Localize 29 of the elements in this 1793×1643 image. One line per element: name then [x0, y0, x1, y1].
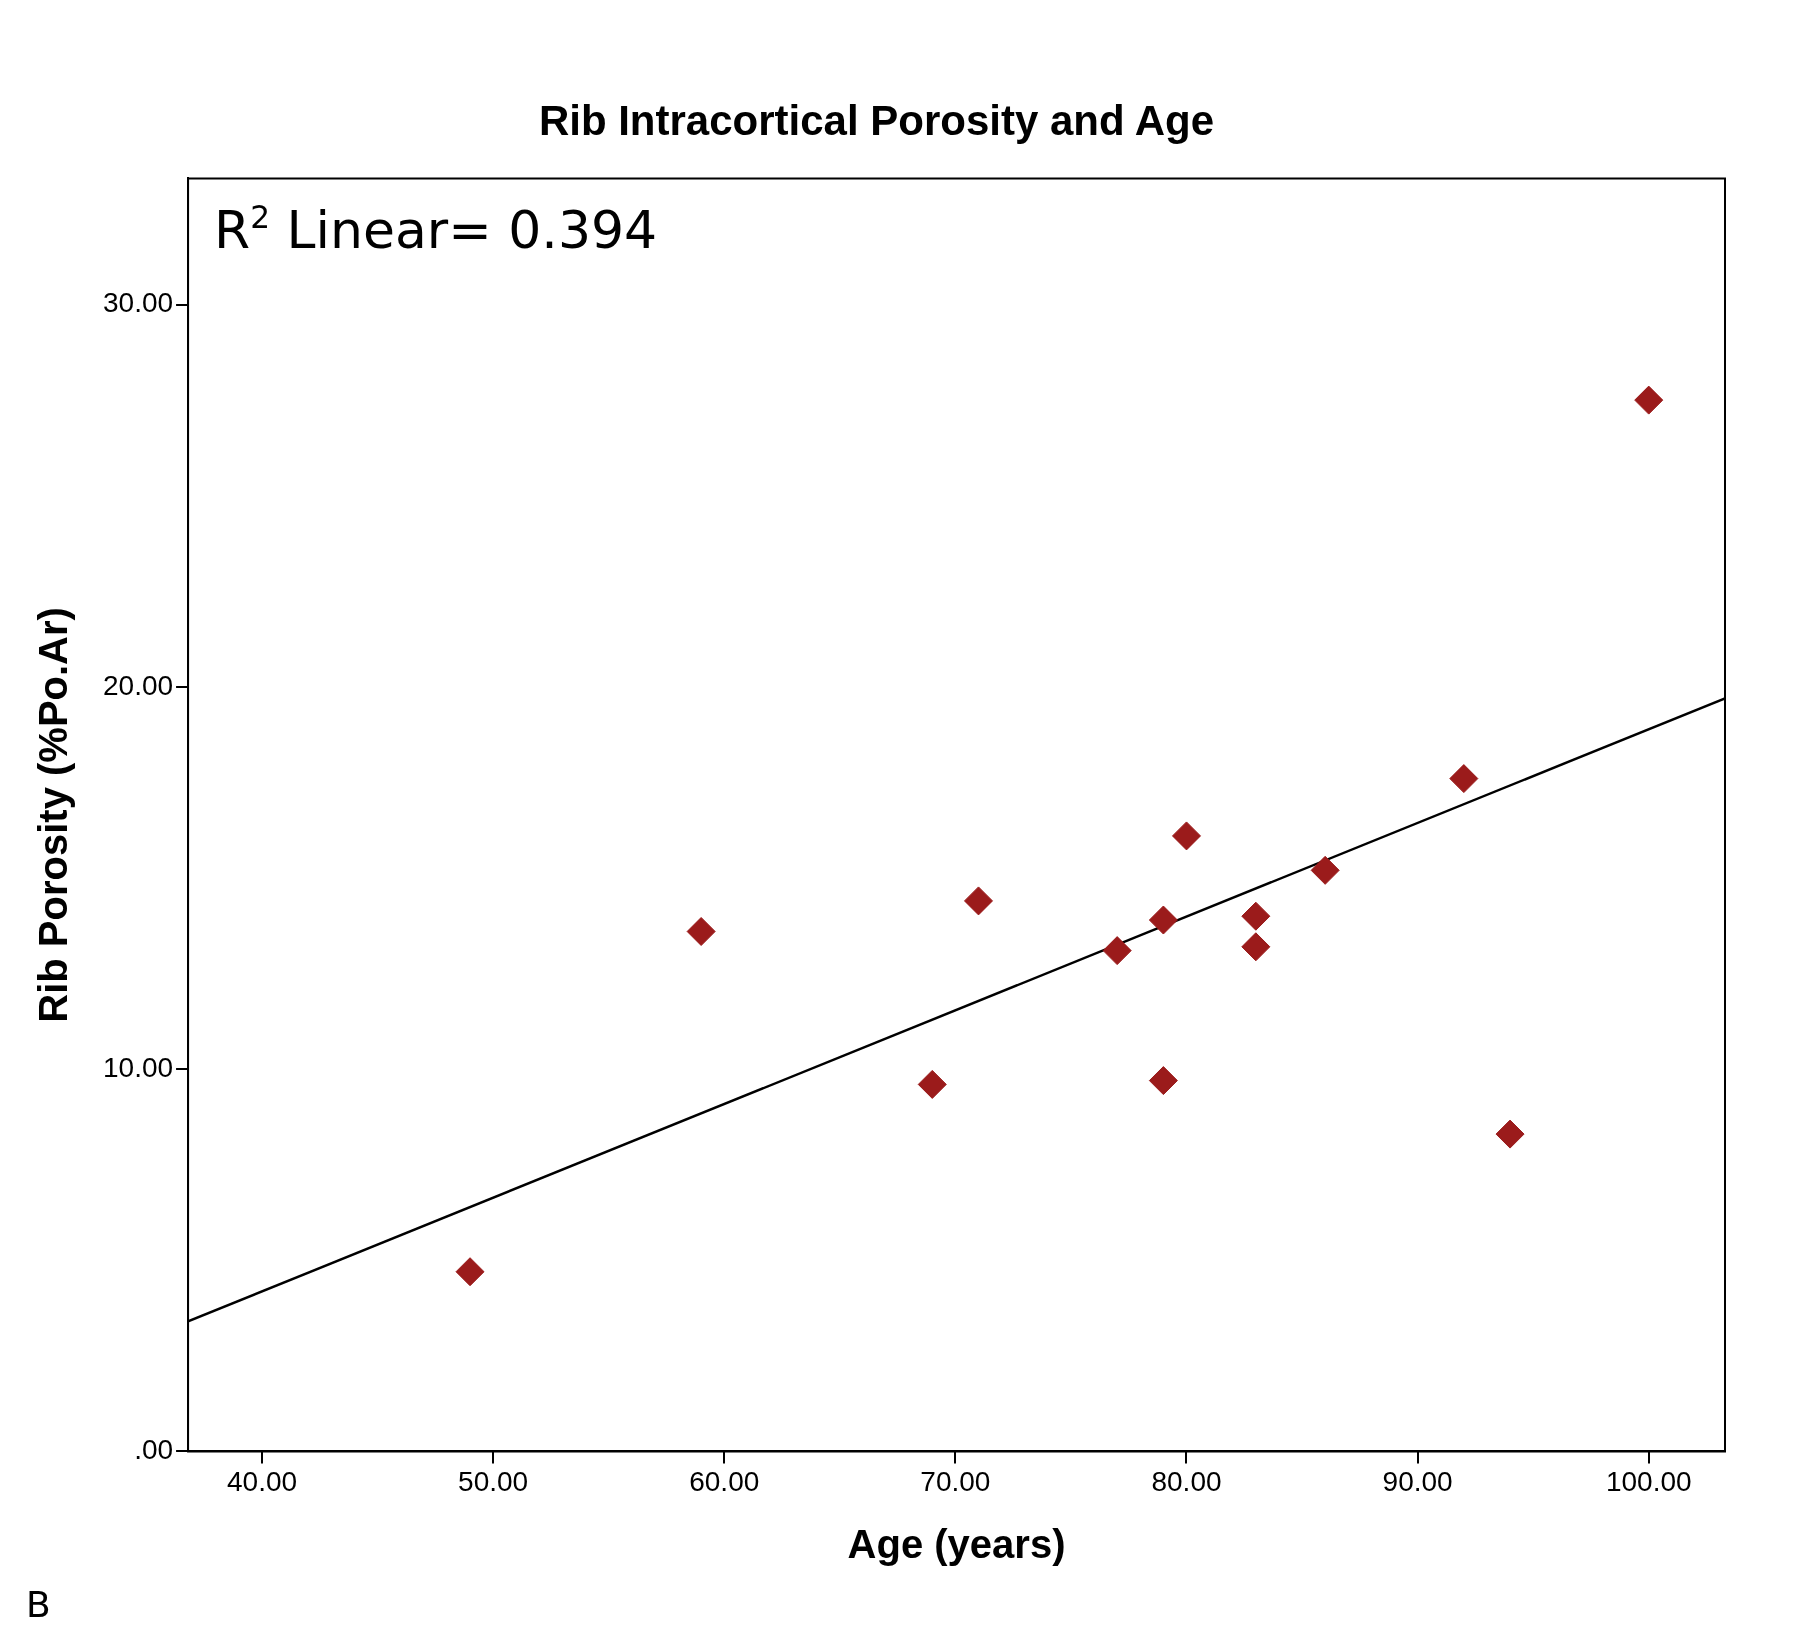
y-tick-label: 20.00	[102, 669, 174, 701]
point	[1148, 905, 1178, 935]
x-tick-label: 60.00	[689, 1465, 760, 1497]
point	[1495, 1119, 1525, 1149]
x-tick-label: 100.00	[1605, 1465, 1692, 1497]
point	[1241, 901, 1271, 931]
x-tick-label: 50.00	[458, 1465, 529, 1497]
x-tick-label: 80.00	[1151, 1465, 1222, 1497]
point	[1102, 936, 1132, 966]
point	[1634, 385, 1664, 415]
point	[917, 1069, 947, 1099]
y-tick-label: 30.00	[102, 287, 174, 319]
point	[686, 917, 716, 946]
point	[1172, 821, 1201, 851]
chart-title: Rib Intracortical Porosity and Age	[538, 96, 1215, 144]
x-tick-label: 70.00	[920, 1465, 991, 1497]
point	[455, 1257, 485, 1287]
x-axis-title: Age (years)	[847, 1522, 1066, 1567]
point	[1241, 932, 1271, 962]
text: B	[26, 1584, 51, 1625]
point	[1449, 764, 1479, 794]
x-tick-label: 90.00	[1382, 1465, 1453, 1497]
x-tick-label: 40.00	[226, 1465, 298, 1497]
point	[1148, 1066, 1178, 1096]
y-tick-label: .00	[134, 1434, 174, 1466]
point	[963, 886, 993, 916]
y-axis-title: Rib Porosity (%Po.Ar)	[31, 607, 76, 1023]
y-tick-label: 10.00	[102, 1051, 174, 1083]
point	[1310, 855, 1340, 885]
